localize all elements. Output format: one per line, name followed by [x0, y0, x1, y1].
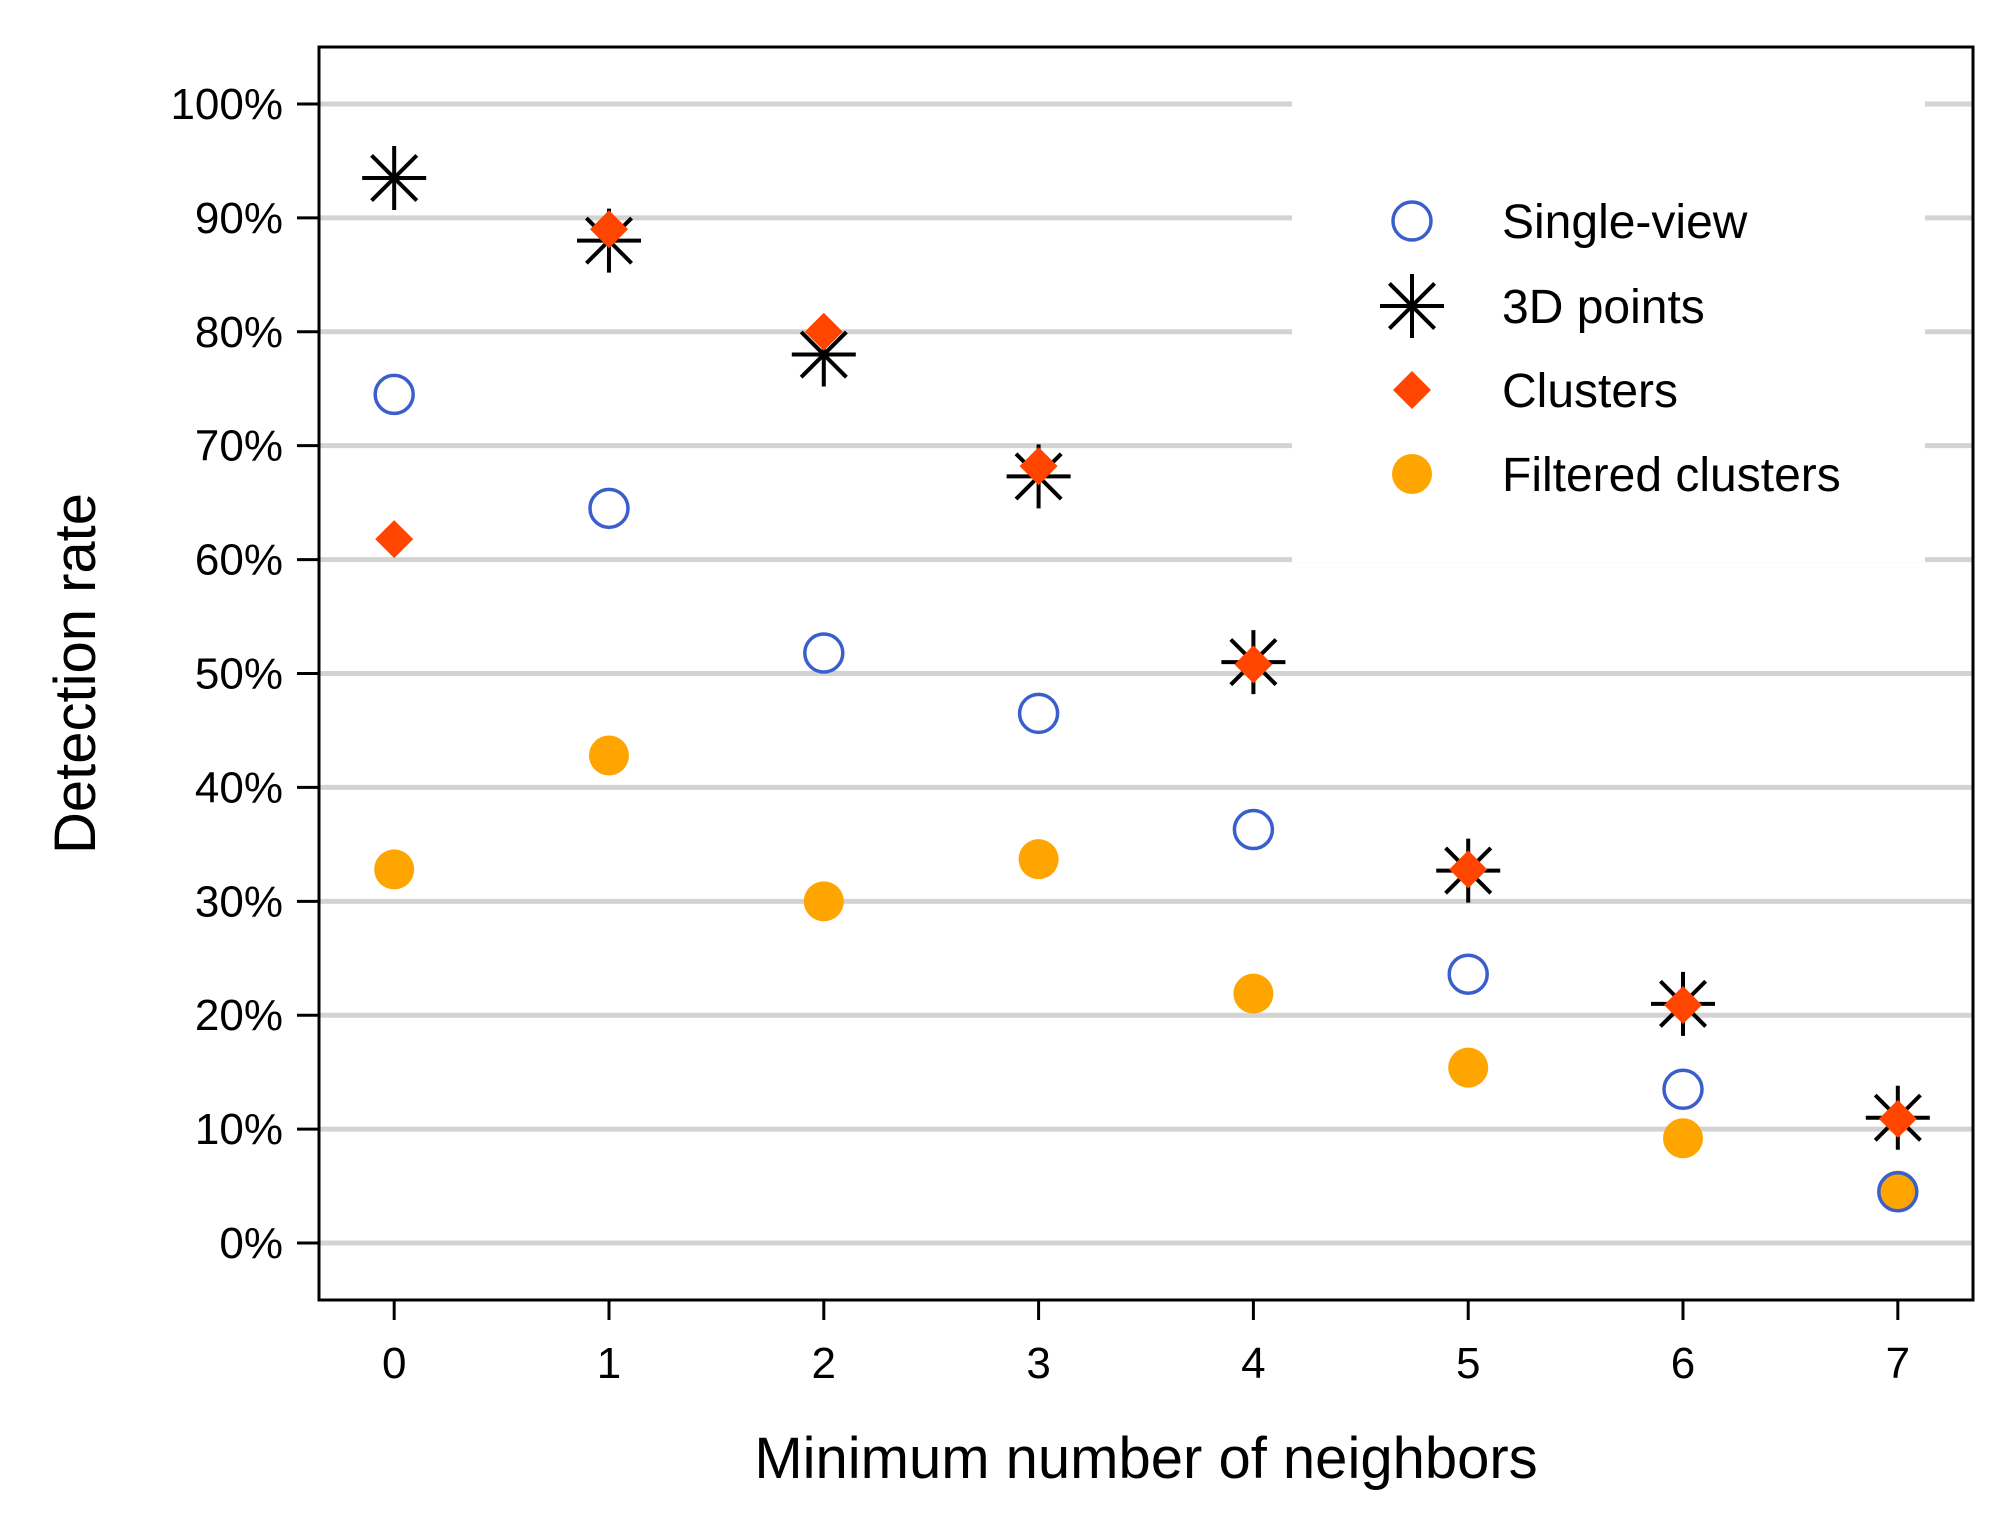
legend-filtered-clusters-marker [1392, 454, 1432, 494]
filtered-clusters-point [1663, 1118, 1704, 1159]
x-tick-label: 2 [812, 1339, 836, 1388]
single-view-point [803, 632, 845, 674]
x-axis-title: Minimum number of neighbors [754, 1426, 1537, 1491]
y-tick-label: 90% [195, 194, 283, 243]
y-tick-label: 80% [195, 308, 283, 357]
y-tick-label: 100% [170, 80, 283, 129]
single-view-point [1662, 1068, 1704, 1111]
y-axis: 0% 10% 20% 30% 40% 50% 60% 70% 80% 90% 100% [170, 80, 319, 1268]
clusters-point [1019, 447, 1058, 486]
filtered-clusters-point [803, 881, 844, 922]
single-view-point [1017, 692, 1060, 735]
y-tick-label: 70% [195, 422, 283, 471]
clusters-point [375, 520, 414, 559]
y-tick-label: 0% [219, 1219, 283, 1268]
legend-single-view-label: Single-view [1502, 196, 1748, 249]
x-tick-label: 5 [1456, 1339, 1480, 1388]
clusters-point [1878, 1099, 1917, 1138]
single-view-point [373, 373, 415, 416]
y-tick-label: 50% [195, 650, 283, 699]
filtered-clusters-point [1877, 1170, 1918, 1211]
x-tick-label: 0 [382, 1339, 406, 1388]
x-tick-label: 7 [1886, 1339, 1910, 1388]
single-view-point [1232, 808, 1275, 851]
y-tick-label: 10% [195, 1105, 283, 1154]
legend-3d-points-marker [1380, 274, 1444, 338]
clusters-point [1664, 985, 1703, 1024]
legend-filtered-clusters-label: Filtered clusters [1502, 449, 1841, 502]
single-view-point [1877, 1171, 1919, 1213]
3d-points-point [362, 145, 427, 210]
x-tick-label: 4 [1241, 1339, 1265, 1388]
legend: Single-view 3D points Clusters Filtered clu… [1380, 196, 1841, 502]
legend-clusters-marker [1393, 371, 1431, 409]
clusters-point [1449, 850, 1488, 889]
x-tick-label: 3 [1026, 1339, 1050, 1388]
single-view-point [588, 487, 630, 530]
y-tick-label: 40% [195, 763, 283, 812]
filtered-clusters-point [1233, 973, 1274, 1014]
x-tick-label: 1 [597, 1339, 621, 1388]
legend-3d-points-label: 3D points [1502, 281, 1705, 334]
legend-clusters-label: Clusters [1502, 365, 1678, 418]
x-axis: 0 1 2 3 4 5 6 7 [382, 1300, 1910, 1388]
y-tick-label: 20% [195, 991, 283, 1040]
filtered-clusters-point [374, 849, 415, 890]
data-points [362, 145, 1930, 1213]
x-tick-label: 6 [1671, 1339, 1695, 1388]
clusters-point [589, 210, 628, 249]
y-axis-title: Detection rate [43, 493, 108, 854]
legend-single-view-marker [1391, 200, 1433, 242]
single-view-point [1447, 953, 1489, 995]
clusters-point [804, 312, 843, 351]
filtered-clusters-point [1448, 1047, 1489, 1088]
clusters-point [1234, 645, 1273, 684]
filtered-clusters-point [588, 735, 629, 776]
plot-frame [317, 45, 1975, 1302]
y-tick-label: 30% [195, 877, 283, 926]
filtered-clusters-point [1018, 839, 1059, 880]
y-tick-label: 60% [195, 536, 283, 585]
